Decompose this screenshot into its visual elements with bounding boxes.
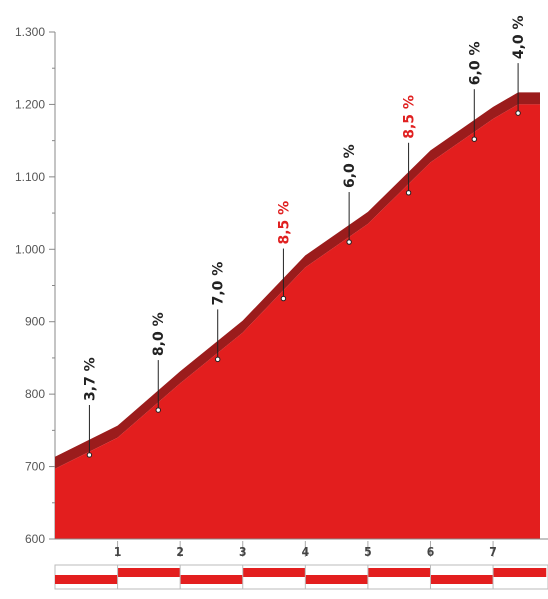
y-tick-label: 1.300: [15, 25, 45, 39]
km-strip-segment: [117, 568, 181, 577]
gradient-label: 8,0 %: [151, 312, 167, 356]
y-tick-label: 700: [25, 460, 45, 474]
gradient-marker: [471, 136, 477, 142]
gradient-label: 4,0 %: [511, 15, 527, 59]
km-strip-segment: [180, 575, 243, 584]
x-tick-label: 4: [302, 545, 310, 559]
x-tick-label: 1: [114, 545, 122, 559]
km-strip: [54, 564, 548, 590]
gradient-marker: [155, 407, 161, 413]
y-tick-label: 1.000: [15, 242, 45, 256]
y-tick-label: 900: [25, 315, 45, 329]
gradient-marker: [280, 295, 287, 302]
km-strip-segment: [367, 568, 431, 577]
km-strip-segment: [430, 575, 494, 584]
gradient-marker: [346, 239, 352, 245]
gradient-labels-layer: 3,7 % 8,0 % 7,0 % 8,5 % 6,0 % 8,5 % 6,0 % 4,0 %: [82, 15, 527, 458]
gradient-marker: [515, 110, 521, 116]
gradient-label: 8,5 %: [402, 95, 418, 139]
km-strip-segment: [305, 575, 368, 584]
gradient-label: 3,7 %: [82, 357, 98, 401]
gradient-marker: [86, 452, 93, 458]
x-tick-label: 3: [239, 545, 247, 559]
gradient-label: 7,0 %: [211, 262, 227, 306]
km-strip-segment: [493, 568, 547, 577]
km-strip-segment: [242, 568, 306, 577]
gradient-label: 6,0 %: [467, 41, 483, 85]
km-strip-segment: [55, 575, 118, 584]
gradient-marker: [215, 356, 221, 363]
x-axis: 1 2 3 4 5 6 7: [55, 538, 548, 559]
y-tick-label: 600: [25, 532, 45, 546]
profile-area-layer: [55, 104, 540, 540]
y-tick-label: 1.100: [15, 170, 45, 184]
y-axis: 600 700 800 900 1.000 1.100 1.200 1.300: [15, 25, 56, 546]
x-tick-label: 2: [176, 545, 184, 559]
y-tick-label: 1.200: [15, 97, 45, 111]
y-tick-label: 800: [25, 387, 45, 401]
profile-area: [55, 104, 540, 540]
x-tick-label: 7: [489, 545, 497, 559]
gradient-label: 8,5 %: [276, 201, 292, 245]
x-tick-label: 6: [427, 545, 435, 559]
gradient-label: 6,0 %: [342, 144, 358, 188]
x-tick-label: 5: [364, 545, 372, 559]
gradient-marker: [405, 190, 412, 196]
